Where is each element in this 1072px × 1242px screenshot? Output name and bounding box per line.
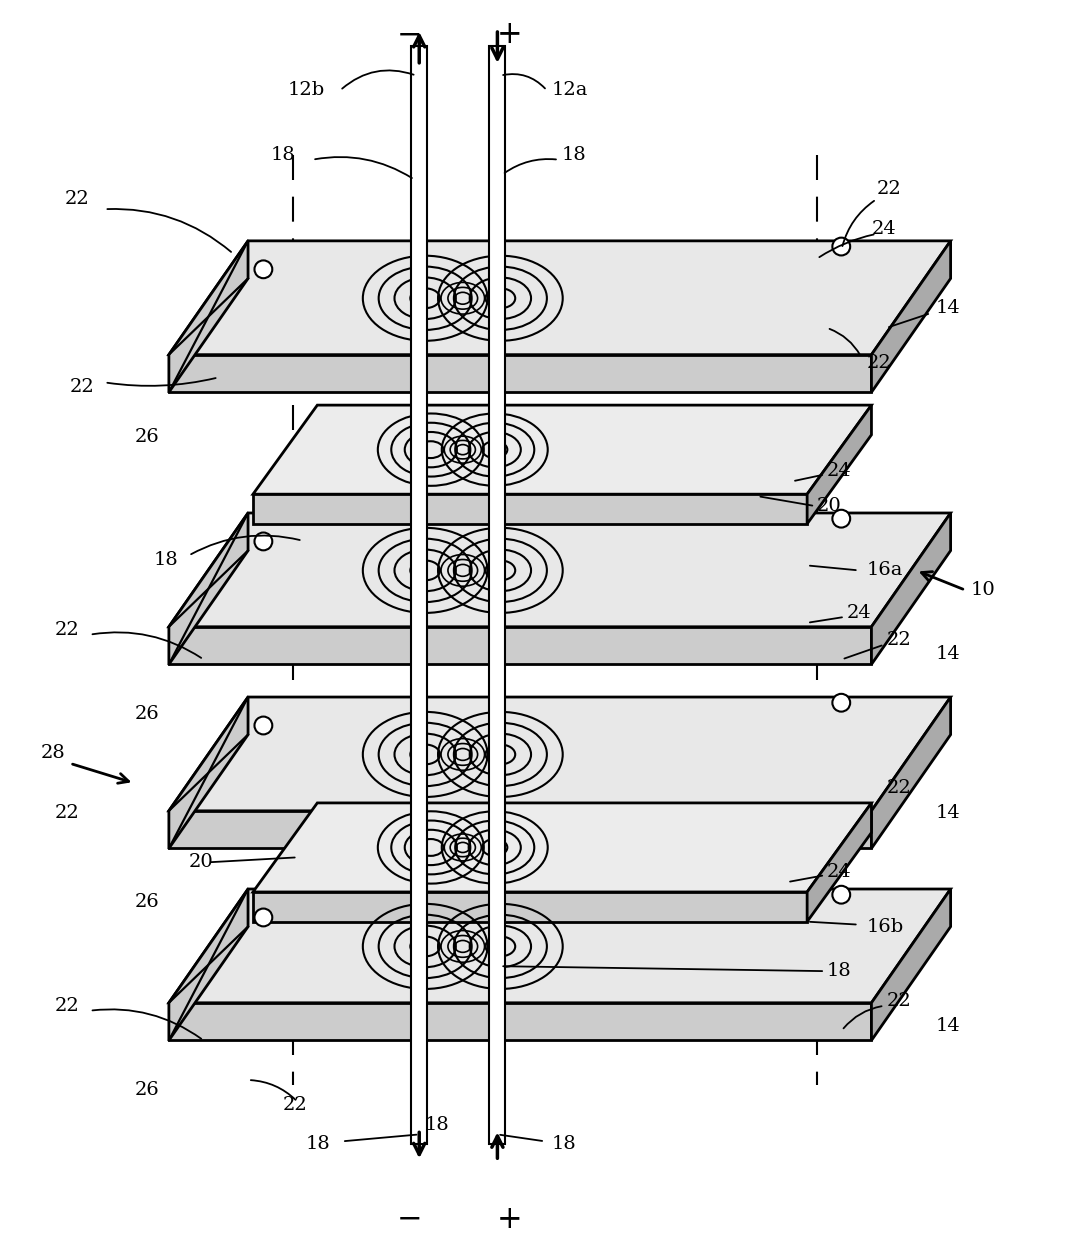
Text: 10: 10: [970, 581, 995, 599]
Text: 22: 22: [877, 180, 902, 199]
Polygon shape: [169, 811, 872, 848]
Text: −: −: [397, 19, 422, 50]
Text: 14: 14: [936, 804, 961, 822]
Text: 22: 22: [65, 190, 90, 209]
Polygon shape: [169, 241, 951, 355]
Text: 16a: 16a: [866, 561, 903, 579]
Text: 22: 22: [55, 804, 79, 822]
Text: 18: 18: [827, 963, 851, 980]
Text: 24: 24: [827, 863, 851, 881]
Text: 12a: 12a: [552, 82, 589, 99]
Polygon shape: [872, 697, 951, 848]
Text: 24: 24: [872, 220, 896, 238]
Polygon shape: [807, 802, 872, 922]
Text: 14: 14: [936, 646, 961, 663]
Text: 26: 26: [134, 893, 159, 910]
Polygon shape: [169, 627, 872, 664]
Text: 22: 22: [55, 997, 79, 1015]
Circle shape: [254, 533, 272, 550]
Text: 22: 22: [283, 1095, 308, 1114]
Text: 22: 22: [887, 992, 911, 1010]
Polygon shape: [169, 513, 248, 664]
Text: 18: 18: [562, 145, 586, 164]
Polygon shape: [169, 355, 872, 392]
Text: 22: 22: [70, 379, 94, 396]
Text: 14: 14: [936, 299, 961, 317]
Text: 18: 18: [552, 1135, 577, 1154]
Polygon shape: [169, 889, 951, 1002]
Text: 28: 28: [41, 744, 65, 763]
Text: 20: 20: [817, 497, 842, 515]
Text: 26: 26: [134, 1081, 159, 1099]
Text: 14: 14: [936, 1016, 961, 1035]
Circle shape: [254, 261, 272, 278]
Text: 24: 24: [847, 604, 872, 622]
Circle shape: [254, 717, 272, 734]
Circle shape: [832, 509, 850, 528]
Polygon shape: [253, 405, 872, 494]
Polygon shape: [807, 405, 872, 524]
Polygon shape: [872, 241, 951, 392]
Text: 24: 24: [827, 462, 851, 481]
Circle shape: [832, 237, 850, 256]
Text: 22: 22: [887, 779, 911, 797]
Polygon shape: [169, 1002, 872, 1041]
Circle shape: [254, 909, 272, 927]
Text: +: +: [496, 1203, 522, 1235]
Text: 22: 22: [866, 354, 891, 371]
Polygon shape: [169, 241, 248, 392]
Text: 26: 26: [134, 705, 159, 723]
Polygon shape: [169, 513, 951, 627]
Text: 12b: 12b: [288, 82, 325, 99]
Polygon shape: [169, 697, 951, 811]
Polygon shape: [253, 494, 807, 524]
Text: 18: 18: [154, 551, 179, 570]
Circle shape: [832, 886, 850, 904]
Text: +: +: [496, 19, 522, 50]
Polygon shape: [872, 513, 951, 664]
Text: 18: 18: [271, 145, 296, 164]
Text: 22: 22: [55, 621, 79, 638]
Text: 22: 22: [887, 631, 911, 648]
Text: 18: 18: [425, 1115, 449, 1134]
Polygon shape: [169, 697, 248, 848]
Bar: [490, 46, 505, 1144]
Text: 20: 20: [189, 853, 213, 872]
Polygon shape: [253, 802, 872, 892]
Polygon shape: [253, 892, 807, 922]
Polygon shape: [169, 889, 248, 1041]
Text: −: −: [397, 1203, 422, 1235]
Polygon shape: [872, 889, 951, 1041]
Circle shape: [832, 694, 850, 712]
Bar: [412, 46, 427, 1144]
Text: 26: 26: [134, 427, 159, 446]
Text: 16b: 16b: [866, 918, 904, 935]
Text: 18: 18: [306, 1135, 330, 1154]
